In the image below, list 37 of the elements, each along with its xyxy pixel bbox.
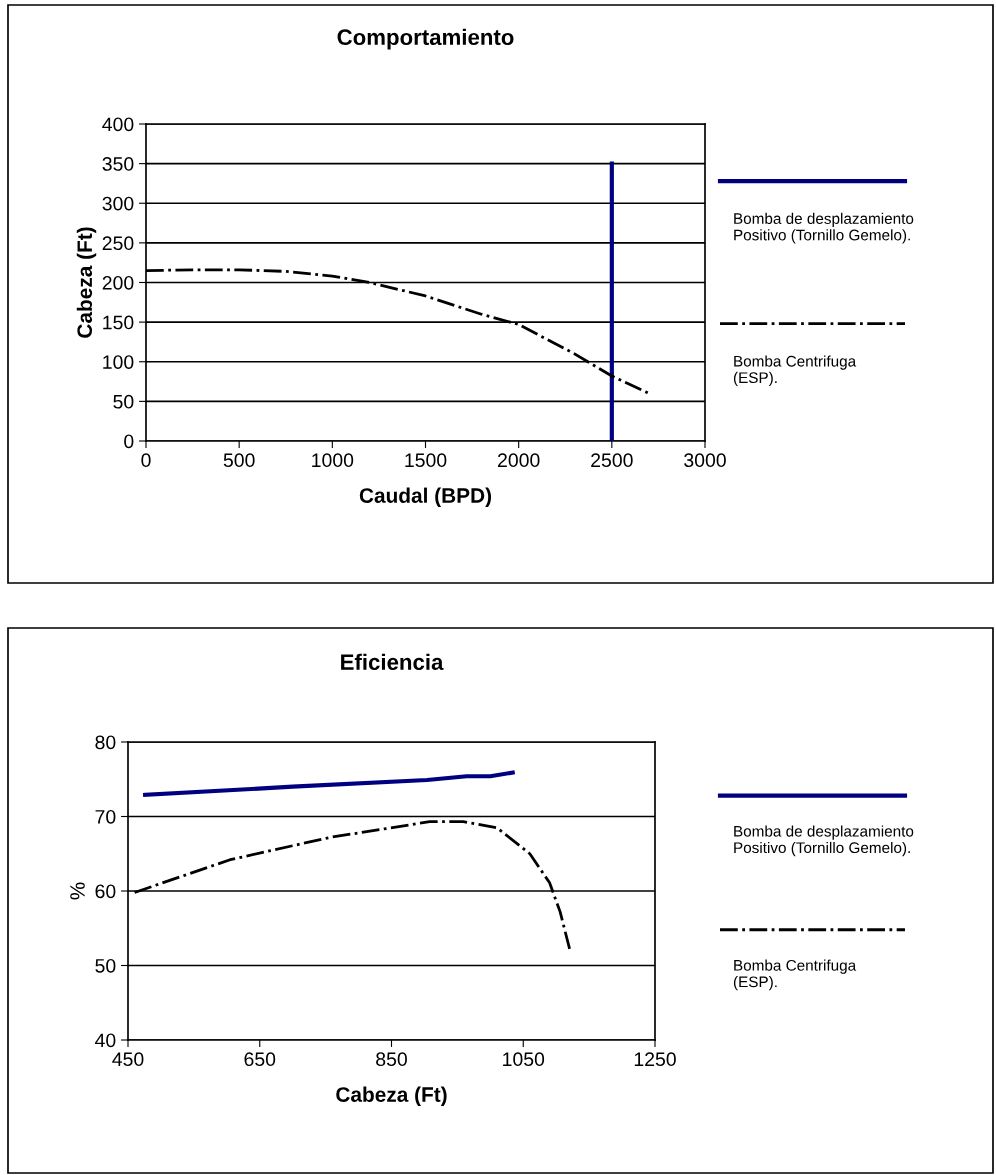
x-tick-label: 650 bbox=[244, 1052, 276, 1067]
x-axis-title: Caudal (BPD) bbox=[359, 487, 492, 508]
x-axis-title: Cabeza (Ft) bbox=[336, 1086, 447, 1107]
x-tick-label: 1050 bbox=[503, 1052, 545, 1067]
y-tick-label: 350 bbox=[102, 157, 134, 171]
text: Bomba Centrifuga (ESP). bbox=[733, 959, 857, 991]
x-tick-label: 3000 bbox=[684, 453, 726, 468]
x-tick-label: 500 bbox=[223, 453, 255, 468]
y-tick-label: 200 bbox=[102, 275, 134, 290]
y-tick-label: 300 bbox=[102, 196, 134, 211]
x-tick-label: 450 bbox=[112, 1052, 144, 1067]
chart-title: Comportamiento bbox=[337, 28, 514, 50]
x-tick-label: 2000 bbox=[498, 453, 540, 468]
y-tick-label: 150 bbox=[103, 315, 134, 330]
y-axis-title: Cabeza (Ft) bbox=[76, 227, 97, 338]
y-tick-label: 50 bbox=[95, 958, 116, 973]
x-tick-label: 1250 bbox=[634, 1052, 676, 1067]
text: Bomba Centrifuga (ESP). bbox=[733, 355, 857, 387]
x-tick-label: 1000 bbox=[312, 453, 354, 468]
text: Bomba de desplazamiento Positivo (Tornillo Gemelo). bbox=[734, 212, 914, 244]
y-tick-label: 80 bbox=[95, 735, 116, 750]
chart-title: Eficiencia bbox=[341, 653, 444, 670]
y-tick-label: 40 bbox=[95, 1033, 116, 1048]
y-tick-label: 70 bbox=[95, 809, 116, 824]
y-axis-title: % bbox=[70, 882, 85, 900]
y-tick-label: 100 bbox=[103, 355, 134, 369]
y-tick-label: 60 bbox=[95, 884, 116, 899]
y-tick-label: 250 bbox=[102, 236, 134, 251]
line-series bbox=[143, 770, 515, 797]
y-tick-label: 50 bbox=[113, 394, 134, 409]
x-tick-label: 850 bbox=[376, 1052, 407, 1067]
y-tick-label: 400 bbox=[102, 117, 134, 132]
x-tick-label: 0 bbox=[141, 453, 151, 468]
x-tick-label: 2500 bbox=[591, 453, 633, 468]
text: Bomba de desplazamiento Positivo (Tornillo Gemelo). bbox=[734, 825, 914, 857]
x-tick-label: 1500 bbox=[405, 453, 447, 468]
y-tick-label: 0 bbox=[124, 434, 134, 449]
